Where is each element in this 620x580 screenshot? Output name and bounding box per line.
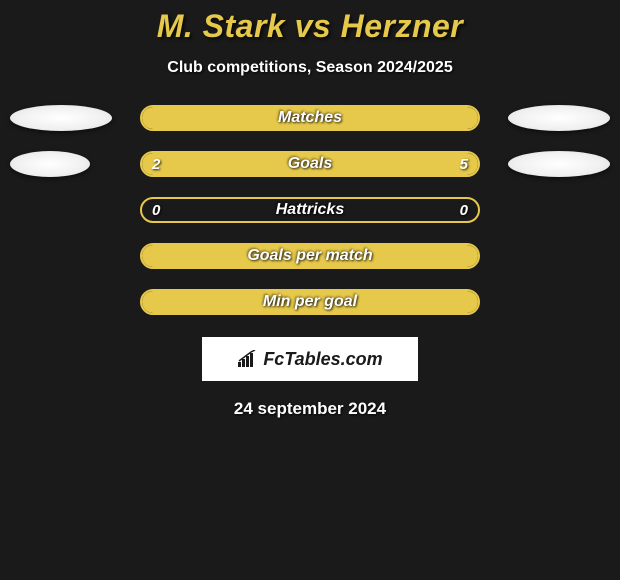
ellipse-left — [10, 105, 112, 131]
stat-row: Min per goal — [0, 289, 620, 315]
stat-label: Goals — [288, 155, 332, 173]
stat-label: Matches — [278, 109, 342, 127]
subtitle: Club competitions, Season 2024/2025 — [167, 59, 452, 77]
stat-bar: 0 Hattricks 0 — [140, 197, 480, 223]
page-title: M. Stark vs Herzner — [157, 8, 464, 45]
stat-row: 2 Goals 5 — [0, 151, 620, 177]
stat-rows: Matches 2 Goals 5 0 Hattricks 0 Goals per match… — [0, 105, 620, 315]
logo-text: FcTables.com — [263, 349, 382, 370]
bar-fill-right — [238, 153, 478, 175]
stat-bar: Min per goal — [140, 289, 480, 315]
stat-value-left: 2 — [152, 156, 160, 173]
ellipse-right — [508, 105, 610, 131]
bar-chart-icon — [237, 350, 259, 368]
stat-row: Matches — [0, 105, 620, 131]
stat-label: Min per goal — [263, 293, 357, 311]
stat-value-right: 5 — [460, 156, 468, 173]
stat-label: Goals per match — [247, 247, 372, 265]
stat-bar: 2 Goals 5 — [140, 151, 480, 177]
comparison-infographic: M. Stark vs Herzner Club competitions, S… — [0, 0, 620, 419]
stat-value-right: 0 — [460, 202, 468, 219]
stat-value-left: 0 — [152, 202, 160, 219]
stat-label: Hattricks — [276, 201, 344, 219]
logo-box: FcTables.com — [202, 337, 418, 381]
stat-row: Goals per match — [0, 243, 620, 269]
stat-row: 0 Hattricks 0 — [0, 197, 620, 223]
stat-bar: Matches — [140, 105, 480, 131]
date-label: 24 september 2024 — [234, 399, 386, 419]
stat-bar: Goals per match — [140, 243, 480, 269]
ellipse-left — [10, 151, 90, 177]
ellipse-right — [508, 151, 610, 177]
